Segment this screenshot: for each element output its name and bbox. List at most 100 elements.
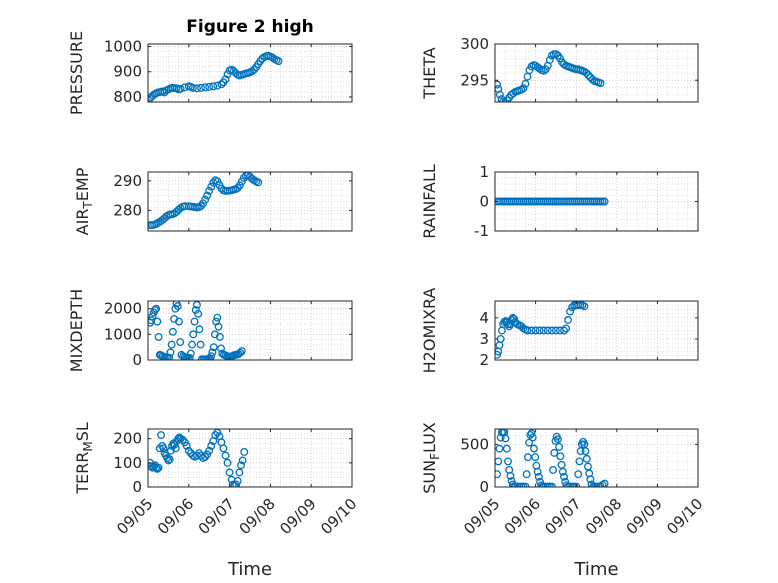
data-point	[153, 464, 162, 473]
data-point	[526, 431, 535, 439]
data-point	[531, 453, 540, 462]
axes-box	[147, 300, 353, 361]
series-markers	[148, 51, 283, 102]
y-tick-label: 2	[479, 351, 489, 369]
data-point	[586, 475, 595, 484]
data-point	[186, 349, 195, 358]
data-point	[178, 435, 187, 444]
y-tick-label: 1	[479, 163, 489, 181]
panel-rainfall: -1 0 1 RAINFALL	[420, 163, 699, 240]
data-point	[550, 448, 559, 457]
data-point	[185, 353, 194, 360]
data-point	[495, 80, 501, 89]
grid	[494, 429, 699, 488]
x-tick-label: 09/08	[236, 495, 279, 538]
data-point	[549, 465, 558, 474]
data-point	[560, 472, 568, 481]
data-point	[254, 178, 263, 187]
data-point	[517, 85, 526, 94]
data-point	[519, 84, 528, 93]
data-point	[164, 456, 173, 465]
data-point	[213, 313, 222, 322]
y-axis-label: MIXDEPTH	[67, 289, 86, 372]
data-point	[176, 338, 185, 346]
series-markers	[148, 301, 246, 360]
data-point	[225, 468, 234, 477]
axes-box	[147, 43, 353, 103]
data-point	[221, 451, 230, 460]
data-point	[562, 324, 570, 333]
data-point	[502, 444, 511, 453]
data-point	[190, 317, 199, 326]
data-point	[584, 462, 592, 471]
data-point	[215, 332, 224, 341]
y-tick-label: 2000	[104, 300, 142, 318]
y-tick-label: 0	[132, 351, 142, 369]
data-point	[148, 312, 157, 321]
data-point	[196, 340, 205, 349]
y-tick-label: 3	[479, 330, 489, 348]
y-tick-label: 200	[113, 430, 142, 448]
data-point	[534, 472, 543, 481]
data-point	[194, 309, 203, 318]
y-tick-label: 295	[460, 71, 489, 89]
data-point	[600, 197, 609, 206]
data-point	[236, 348, 245, 357]
data-point	[574, 470, 583, 479]
x-tick-label: 09/07	[541, 495, 584, 538]
axes-box	[494, 43, 699, 103]
data-point	[201, 195, 210, 204]
data-point	[152, 463, 161, 472]
y-tick-label: 1000	[104, 325, 142, 343]
data-point	[238, 456, 247, 465]
data-point	[522, 470, 531, 479]
data-point	[509, 89, 518, 98]
data-point	[533, 467, 542, 476]
data-point	[274, 57, 283, 66]
x-tick-label: 09/05	[460, 495, 503, 538]
y-axis-label: RAINFALL	[420, 164, 439, 239]
data-point	[508, 313, 517, 322]
y-tick-label: 500	[460, 435, 489, 453]
data-point	[564, 316, 573, 324]
y-tick-label: 290	[113, 172, 142, 190]
data-point	[501, 98, 510, 102]
data-point	[217, 344, 225, 353]
data-point	[219, 444, 228, 453]
data-point	[152, 304, 161, 313]
x-tick-label: 09/09	[276, 495, 319, 538]
data-point	[588, 75, 597, 84]
data-point	[201, 83, 210, 92]
data-point	[556, 452, 565, 461]
data-point	[235, 181, 244, 190]
data-point	[523, 326, 532, 335]
data-point	[165, 353, 174, 360]
y-tick-label: 280	[113, 201, 142, 219]
y-tick-label: 300	[460, 35, 489, 53]
data-point	[209, 82, 218, 91]
data-point	[575, 457, 584, 466]
y-tick-label: 0	[132, 478, 142, 496]
data-point	[209, 343, 218, 352]
panel-air-emp: 280 290 AIRTEMP	[73, 167, 353, 235]
data-point	[184, 446, 193, 455]
data-point	[155, 444, 164, 453]
data-point	[582, 454, 591, 463]
data-point	[205, 186, 214, 195]
panel-terr-sl: 0 100 200 TERRMSL 09/0509/0609/0709/0809/090…	[73, 422, 360, 580]
data-point	[530, 444, 538, 453]
data-point	[205, 82, 214, 91]
data-point	[560, 326, 568, 335]
data-point	[523, 453, 532, 462]
data-point	[555, 442, 564, 451]
y-axis-label: THETA	[420, 47, 439, 99]
data-point	[560, 60, 568, 69]
data-point	[159, 444, 168, 453]
data-point	[539, 326, 548, 335]
data-point	[221, 75, 230, 84]
y-tick-label: 100	[113, 454, 142, 472]
data-point	[580, 302, 589, 311]
data-point	[499, 429, 508, 436]
series-markers	[148, 429, 249, 487]
data-point	[193, 301, 201, 309]
